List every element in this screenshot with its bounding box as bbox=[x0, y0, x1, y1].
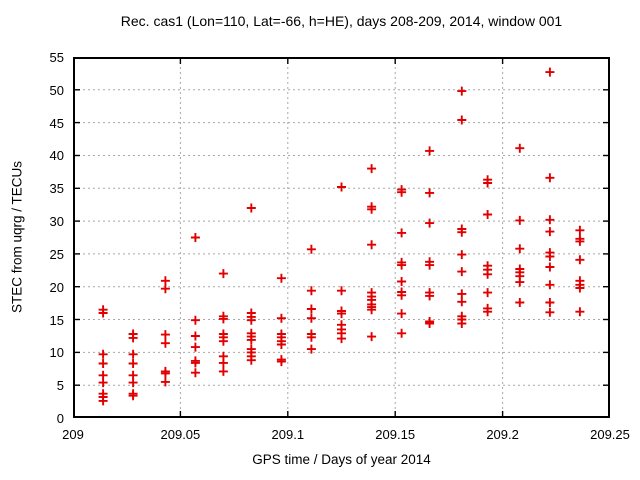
y-tick-label: 40 bbox=[49, 148, 64, 164]
x-tick-label: 209.2 bbox=[486, 427, 519, 442]
x-tick-label: 209.1 bbox=[271, 427, 305, 442]
data-points bbox=[98, 67, 585, 406]
y-tick-label: 5 bbox=[56, 378, 64, 394]
plot-area bbox=[73, 57, 610, 418]
y-tick-label: 10 bbox=[49, 345, 64, 361]
y-tick-label: 50 bbox=[49, 82, 64, 98]
y-tick-label: 45 bbox=[49, 115, 64, 131]
x-tick-label: 209.25 bbox=[590, 427, 630, 442]
y-tick-label: 20 bbox=[49, 279, 64, 295]
y-tick-label: 35 bbox=[49, 181, 64, 197]
x-axis-label: GPS time / Days of year 2014 bbox=[252, 452, 431, 467]
y-tick-label: 55 bbox=[49, 50, 64, 65]
y-tick-label: 0 bbox=[56, 411, 64, 426]
y-tick-label: 15 bbox=[49, 312, 64, 328]
x-tick-label: 209.15 bbox=[375, 427, 416, 442]
scatter-canvas bbox=[73, 57, 610, 418]
y-tick-label: 25 bbox=[49, 246, 64, 262]
x-tick-label: 209.05 bbox=[160, 427, 201, 442]
x-tick-label: 209 bbox=[62, 427, 84, 442]
chart-title: Rec. cas1 (Lon=110, Lat=-66, h=HE), days… bbox=[120, 13, 563, 29]
y-tick-label: 30 bbox=[49, 214, 64, 230]
